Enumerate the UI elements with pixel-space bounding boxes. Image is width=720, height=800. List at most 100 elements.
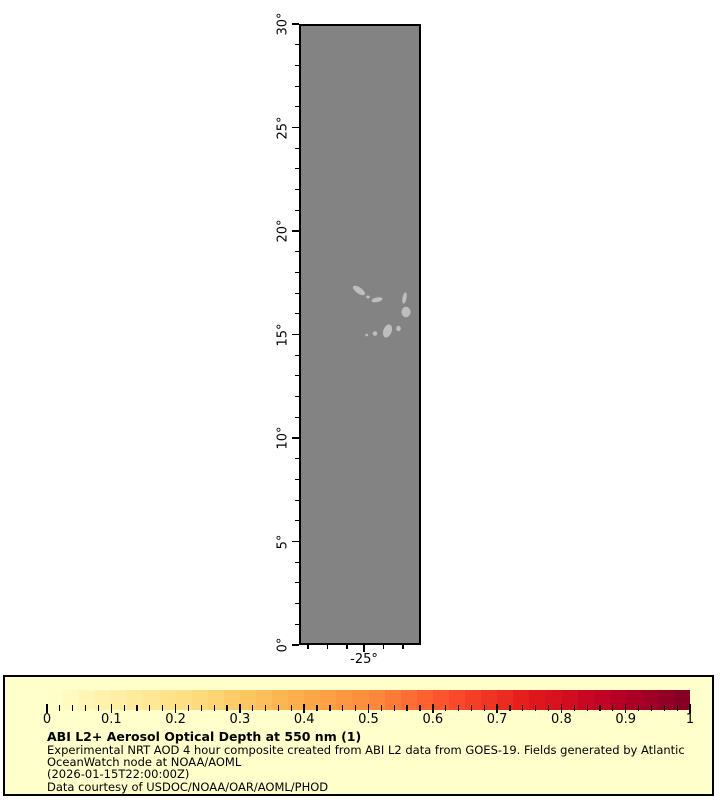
colorbar-segment	[384, 690, 401, 710]
colorbar-segment	[159, 690, 176, 710]
x-minor-tick	[382, 645, 385, 649]
colorbar-minor-tick	[290, 705, 292, 711]
colorbar-segment	[352, 690, 369, 710]
caption-line-1: Experimental NRT AOD 4 hour composite cr…	[47, 743, 685, 757]
y-major-tick	[292, 333, 299, 336]
y-major-tick	[292, 644, 299, 646]
colorbar-minor-tick	[509, 705, 511, 711]
colorbar-tick-label: 0.4	[293, 712, 315, 727]
colorbar-minor-tick	[535, 705, 537, 711]
x-minor-tick	[307, 645, 309, 649]
colorbar-minor-tick	[470, 705, 472, 711]
colorbar-segment	[561, 690, 578, 710]
colorbar-segment	[272, 690, 289, 710]
colorbar-segment	[497, 690, 514, 710]
y-minor-tick	[295, 582, 299, 584]
colorbar-minor-tick	[84, 705, 87, 711]
y-minor-tick	[295, 147, 299, 149]
colorbar-minor-tick	[419, 705, 421, 711]
colorbar-minor-tick	[200, 705, 202, 711]
colorbar-minor-tick	[676, 705, 678, 711]
y-minor-tick	[295, 623, 299, 625]
y-minor-tick	[295, 354, 299, 356]
colorbar-minor-tick	[380, 705, 382, 711]
colorbar-segment	[529, 690, 546, 710]
colorbar-minor-tick	[586, 705, 588, 711]
colorbar-minor-tick	[612, 705, 614, 711]
colorbar-segment	[641, 690, 658, 710]
colorbar-minor-tick	[573, 705, 575, 711]
colorbar-segment	[288, 690, 305, 710]
colorbar-minor-tick	[406, 705, 408, 711]
colorbar-minor-tick	[252, 705, 254, 711]
y-minor-tick	[295, 106, 299, 108]
colorbar-minor-tick	[123, 705, 125, 711]
colorbar-tick-label: 1	[685, 712, 695, 727]
colorbar-major-tick	[689, 704, 691, 713]
colorbar-segment	[448, 690, 466, 710]
x-tick-label: -25°	[350, 652, 378, 667]
colorbar-minor-tick	[149, 705, 151, 711]
y-major-tick	[292, 230, 299, 232]
y-minor-tick	[295, 603, 299, 605]
colorbar-major-tick	[303, 704, 305, 713]
colorbar-minor-tick	[277, 705, 280, 711]
island-santo-antao	[353, 285, 365, 296]
y-minor-tick	[295, 292, 299, 294]
colorbar-segment	[191, 690, 208, 710]
y-minor-tick	[295, 561, 299, 563]
colorbar-minor-tick	[547, 705, 550, 711]
caption-line-2: OceanWatch node at NOAA/AOML	[47, 755, 242, 770]
island-sao-vicente	[366, 295, 370, 299]
colorbar-major-tick	[239, 704, 241, 713]
colorbar-major-tick	[110, 704, 113, 713]
island-fogo	[372, 331, 378, 336]
colorbar-segment	[47, 690, 64, 710]
colorbar-segment	[465, 690, 482, 710]
y-minor-tick	[295, 44, 299, 46]
colorbar-segment	[674, 690, 691, 710]
colorbar-major-tick	[174, 704, 177, 713]
colorbar-tick-label: 0.1	[100, 712, 122, 727]
colorbar-minor-tick	[663, 705, 665, 711]
colorbar-segment	[609, 690, 626, 710]
colorbar-major-tick	[432, 704, 434, 713]
y-minor-tick	[295, 189, 299, 191]
colorbar-major-tick	[560, 704, 563, 713]
colorbar-minor-tick	[355, 705, 357, 711]
island-brava	[365, 333, 369, 337]
islands-layer	[353, 285, 411, 338]
caption: ABI L2+ Aerosol Optical Depth at 550 nm …	[47, 730, 685, 793]
y-minor-tick	[295, 209, 299, 211]
colorbar-segment	[481, 690, 498, 710]
x-minor-tick	[326, 645, 329, 649]
colorbar-segment	[223, 690, 240, 710]
colorbar-segment	[593, 690, 610, 710]
colorbar-major-tick	[624, 704, 627, 713]
y-minor-tick	[295, 375, 299, 377]
colorbar-minor-tick	[97, 705, 100, 711]
colorbar-major-tick	[46, 704, 48, 713]
colorbar-segment	[368, 690, 385, 710]
colorbar-tick-label: 0.8	[551, 712, 572, 727]
colorbar-segment	[207, 690, 224, 710]
colorbar-tick-label: 0.3	[229, 712, 251, 727]
y-major-tick	[292, 540, 299, 543]
colorbar-minor-tick	[393, 705, 395, 711]
y-minor-tick	[295, 313, 299, 315]
colorbar-segment	[111, 690, 128, 710]
x-minor-tick	[346, 645, 348, 649]
colorbar-segment	[657, 690, 675, 710]
colorbar-tick-label: 0.9	[615, 712, 637, 727]
colorbar-minor-tick	[637, 705, 640, 711]
x-minor-tick	[402, 645, 404, 649]
colorbar-tick-label: 0	[42, 712, 52, 727]
y-minor-tick	[295, 478, 299, 480]
colorbar-major-tick	[496, 704, 498, 713]
y-minor-tick	[295, 520, 299, 522]
y-minor-tick	[295, 168, 299, 170]
colorbar-minor-tick	[59, 705, 61, 711]
y-tick-label: 25°	[275, 115, 291, 140]
y-tick-label: 5°	[275, 534, 291, 549]
